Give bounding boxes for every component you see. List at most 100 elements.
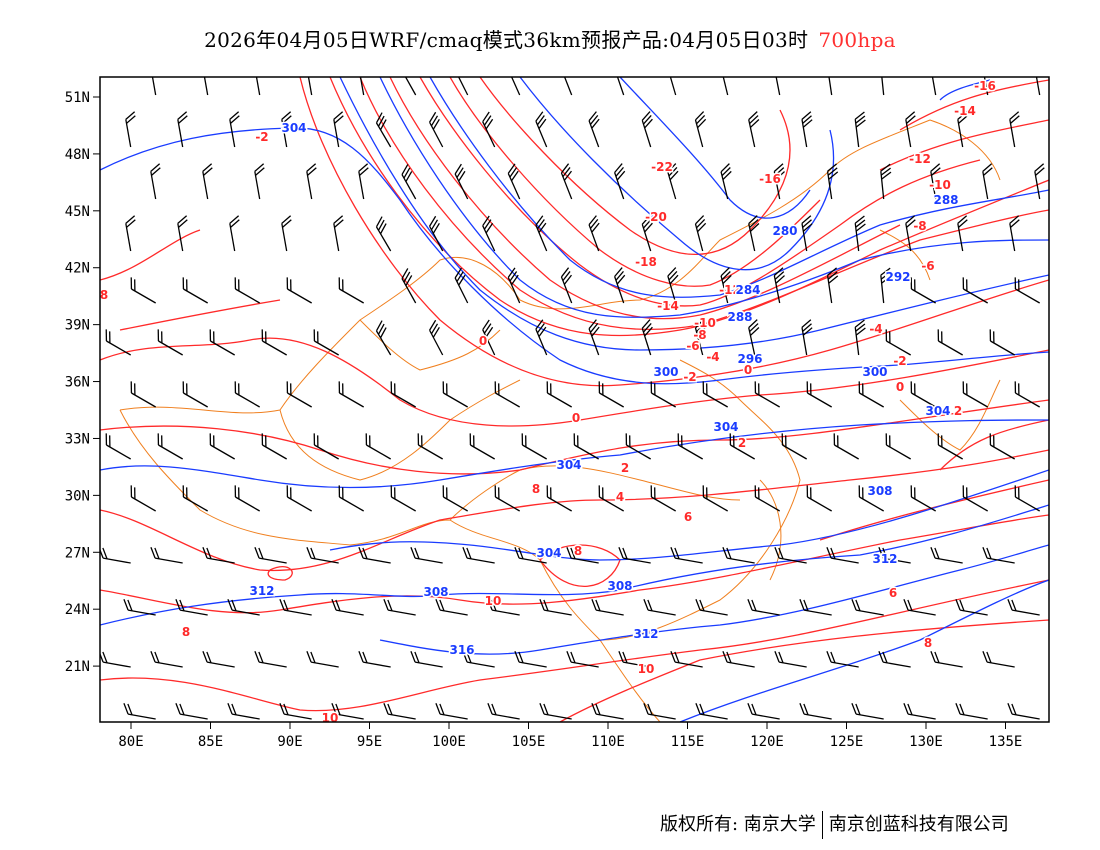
height-label: 300 [862,365,887,379]
wind-barb [365,433,391,460]
wind-barb [957,111,968,148]
wind-barb [100,651,131,668]
height-label: 304 [556,458,581,472]
wind-barb [854,215,866,252]
wind-barb [667,163,679,200]
wind-barb [720,267,732,304]
wind-barb [150,163,161,200]
wind-barb [754,485,780,512]
temperature-label: -16 [759,172,781,186]
wind-barb [748,215,760,252]
wind-barb [487,703,520,720]
wind-barb [598,485,624,512]
lat-tick-label: 21N [65,659,90,675]
lon-tick-label: 100E [432,734,466,750]
wind-barb [123,599,156,616]
wind-barb [930,163,941,200]
wind-barb [806,381,832,408]
wind-barb [614,163,626,200]
wind-barb [482,111,496,148]
wind-barb [281,111,292,148]
temperature-label: 2 [621,461,629,475]
wind-barb [826,163,839,200]
wind-barb [150,547,183,564]
wind-barb [313,433,339,460]
wind-barb [429,215,444,252]
wind-barb [535,319,548,356]
geopotential-height-contour [619,77,811,219]
wind-barb [358,77,365,96]
wind-barb [754,381,780,408]
wind-barb [903,703,936,720]
temperature-label: -12 [719,283,741,297]
wind-barb [566,547,599,564]
wind-barb [454,77,469,96]
wind-barb [227,599,260,616]
temperature-contours [100,77,1049,722]
lat-tick-label: 27N [65,545,90,561]
geopotential-height-contour [100,127,1049,385]
wind-barb [833,433,859,460]
wind-barb [234,277,260,304]
temperature-label: 10 [638,662,655,676]
lat-tick-label: 36N [65,375,90,391]
temperature-label: 0 [896,380,904,394]
temperature-isotherm [100,579,1049,712]
temperature-label: -12 [909,152,931,166]
wind-barb [695,703,728,720]
wind-barb [677,433,703,460]
wind-barb [560,77,573,96]
wind-barb [338,485,364,512]
temperature-label: 0 [479,334,487,348]
wind-barb [799,599,832,616]
wind-barb [286,485,312,512]
wind-barb [641,319,653,356]
temperature-isotherm [449,77,821,287]
temperature-label: -8 [693,328,706,342]
wind-barb [535,111,548,148]
wind-barb [781,433,807,460]
lat-tick-label: 30N [65,488,90,504]
temperature-label: 8 [182,625,190,639]
wind-barb [429,319,444,356]
lon-tick-label: 90E [277,734,302,750]
height-label: 304 [281,121,306,135]
wind-barb [962,485,988,512]
geopotential-height-contour [100,419,1049,489]
wind-barb [1007,599,1040,616]
wind-barb [591,599,624,616]
temperature-label: -10 [694,316,716,330]
wind-barb [910,485,936,512]
wind-barb [410,651,443,668]
height-label: 312 [872,552,897,566]
wind-barb [641,215,653,252]
wind-barb [442,381,468,408]
wind-barb [826,267,839,304]
wind-barb [982,547,1015,564]
wind-barb [306,77,313,96]
wind-barb [123,703,156,720]
footer-divider [821,811,823,839]
wind-barb [429,111,444,148]
wind-barb [234,381,260,408]
copyright-left: 版权所有: 南京大学 [660,814,816,835]
wind-barb [885,433,911,460]
wind-barb [826,651,859,668]
wind-barb [937,329,963,356]
wind-barb [747,599,780,616]
wind-barb [390,485,416,512]
wind-barb [306,163,317,200]
wind-barb [338,277,364,304]
wind-barb [410,547,443,564]
temperature-isotherm [100,399,1049,475]
wind-barb [1007,703,1040,720]
wind-barb [694,319,707,356]
wind-barb [507,267,521,304]
wind-barb [1009,215,1020,252]
wind-barb [521,433,547,460]
lon-tick-label: 80E [118,734,143,750]
wind-barb [854,111,866,148]
wind-barb [209,329,235,356]
height-label: 292 [885,270,910,284]
